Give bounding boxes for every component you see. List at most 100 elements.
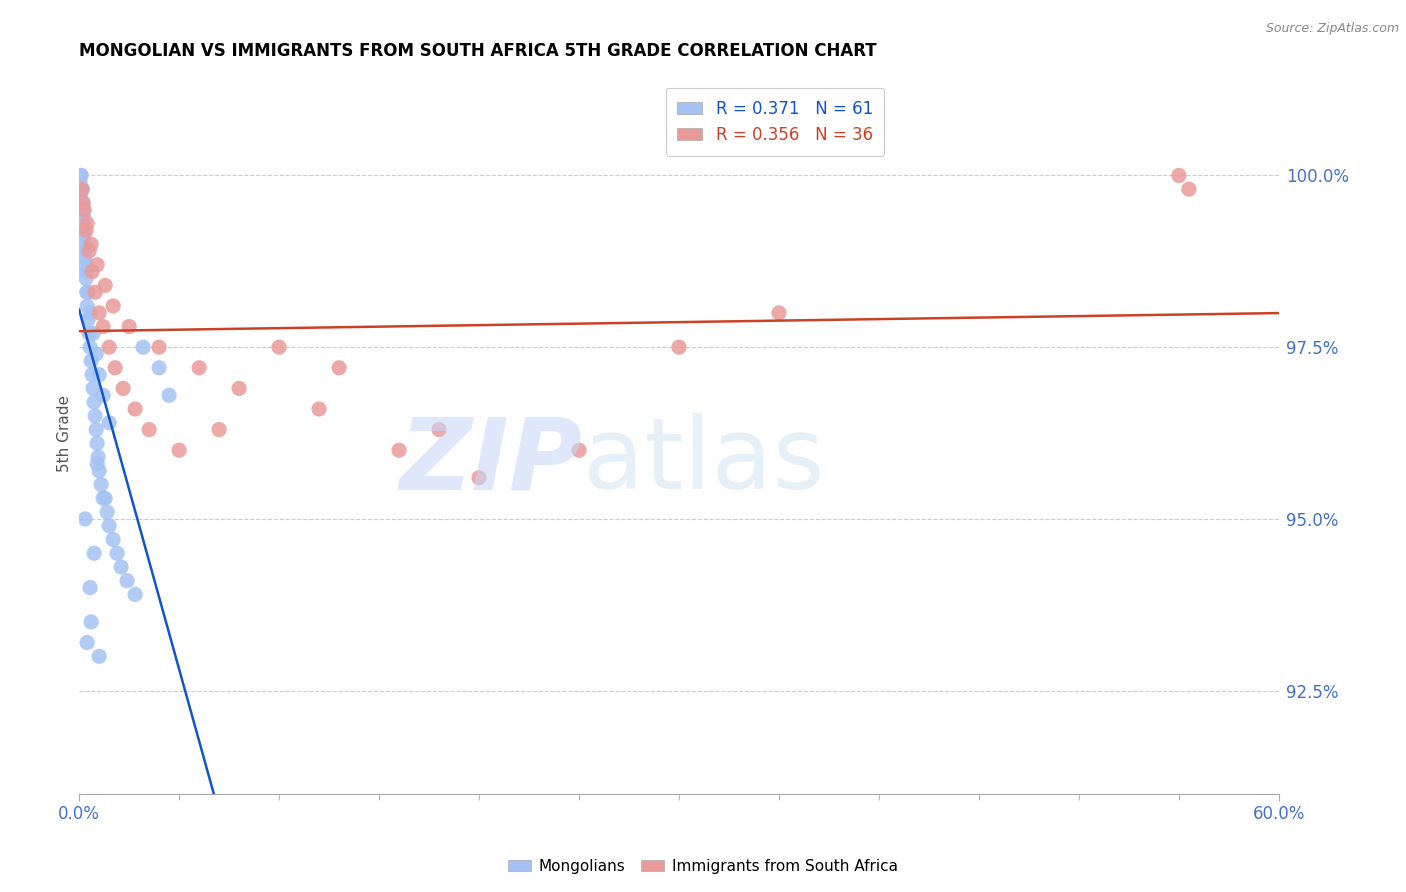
- Point: [94, 278, 117, 293]
- Point: [83, 546, 105, 560]
- Y-axis label: 5th Grade: 5th Grade: [58, 394, 72, 472]
- Point: [84, 347, 107, 361]
- Point: [84, 409, 107, 423]
- Point: [112, 381, 135, 395]
- Point: [104, 360, 127, 375]
- Point: [82, 368, 104, 382]
- Point: [138, 423, 160, 437]
- Point: [75, 512, 97, 526]
- Point: [70, 182, 93, 196]
- Point: [69, 189, 91, 203]
- Legend: Mongolians, Immigrants from South Africa: Mongolians, Immigrants from South Africa: [502, 853, 904, 880]
- Point: [72, 217, 94, 231]
- Point: [77, 244, 100, 258]
- Point: [75, 244, 97, 258]
- Point: [75, 258, 97, 272]
- Point: [118, 319, 141, 334]
- Point: [86, 457, 108, 471]
- Point: [768, 306, 790, 320]
- Point: [188, 360, 211, 375]
- Point: [98, 340, 121, 354]
- Point: [76, 285, 98, 300]
- Point: [77, 326, 100, 341]
- Point: [148, 360, 170, 375]
- Point: [69, 175, 91, 189]
- Point: [568, 443, 591, 458]
- Legend: R = 0.371   N = 61, R = 0.356   N = 36: R = 0.371 N = 61, R = 0.356 N = 36: [665, 88, 884, 155]
- Point: [228, 381, 250, 395]
- Text: MONGOLIAN VS IMMIGRANTS FROM SOUTH AFRICA 5TH GRADE CORRELATION CHART: MONGOLIAN VS IMMIGRANTS FROM SOUTH AFRIC…: [79, 42, 877, 60]
- Point: [86, 436, 108, 450]
- Point: [427, 423, 450, 437]
- Point: [124, 587, 146, 601]
- Point: [72, 196, 94, 211]
- Point: [70, 182, 93, 196]
- Point: [87, 450, 110, 464]
- Point: [77, 285, 100, 300]
- Point: [73, 202, 96, 217]
- Point: [101, 533, 124, 547]
- Point: [80, 237, 103, 252]
- Point: [83, 395, 105, 409]
- Point: [86, 258, 108, 272]
- Point: [124, 402, 146, 417]
- Point: [73, 237, 96, 252]
- Point: [70, 169, 93, 183]
- Point: [267, 340, 290, 354]
- Point: [82, 381, 104, 395]
- Point: [75, 265, 97, 279]
- Point: [96, 505, 118, 519]
- Point: [79, 306, 101, 320]
- Point: [1167, 169, 1189, 183]
- Point: [70, 182, 93, 196]
- Point: [468, 471, 491, 485]
- Point: [148, 340, 170, 354]
- Point: [87, 306, 110, 320]
- Point: [73, 251, 96, 265]
- Point: [75, 271, 97, 285]
- Text: ZIP: ZIP: [401, 413, 583, 510]
- Point: [132, 340, 155, 354]
- Point: [82, 265, 104, 279]
- Point: [77, 312, 100, 326]
- Point: [105, 546, 128, 560]
- Point: [110, 560, 132, 574]
- Point: [76, 635, 98, 649]
- Point: [72, 210, 94, 224]
- Point: [75, 223, 97, 237]
- Point: [90, 477, 112, 491]
- Point: [328, 360, 350, 375]
- Point: [82, 326, 104, 341]
- Point: [208, 423, 231, 437]
- Point: [80, 615, 103, 629]
- Point: [87, 368, 110, 382]
- Point: [167, 443, 190, 458]
- Point: [87, 649, 110, 664]
- Point: [73, 223, 96, 237]
- Point: [70, 202, 93, 217]
- Point: [91, 491, 114, 506]
- Point: [668, 340, 690, 354]
- Point: [79, 581, 101, 595]
- Text: atlas: atlas: [583, 413, 825, 510]
- Point: [80, 354, 103, 368]
- Point: [84, 423, 107, 437]
- Point: [98, 518, 121, 533]
- Point: [115, 574, 138, 588]
- Point: [72, 196, 94, 211]
- Point: [76, 299, 98, 313]
- Point: [72, 202, 94, 217]
- Point: [157, 388, 180, 402]
- Text: Source: ZipAtlas.com: Source: ZipAtlas.com: [1265, 22, 1399, 36]
- Point: [69, 169, 91, 183]
- Point: [308, 402, 330, 417]
- Point: [87, 464, 110, 478]
- Point: [388, 443, 411, 458]
- Point: [1178, 182, 1201, 196]
- Point: [91, 388, 114, 402]
- Point: [72, 230, 94, 244]
- Point: [94, 491, 117, 506]
- Point: [69, 169, 91, 183]
- Point: [79, 340, 101, 354]
- Point: [98, 416, 121, 430]
